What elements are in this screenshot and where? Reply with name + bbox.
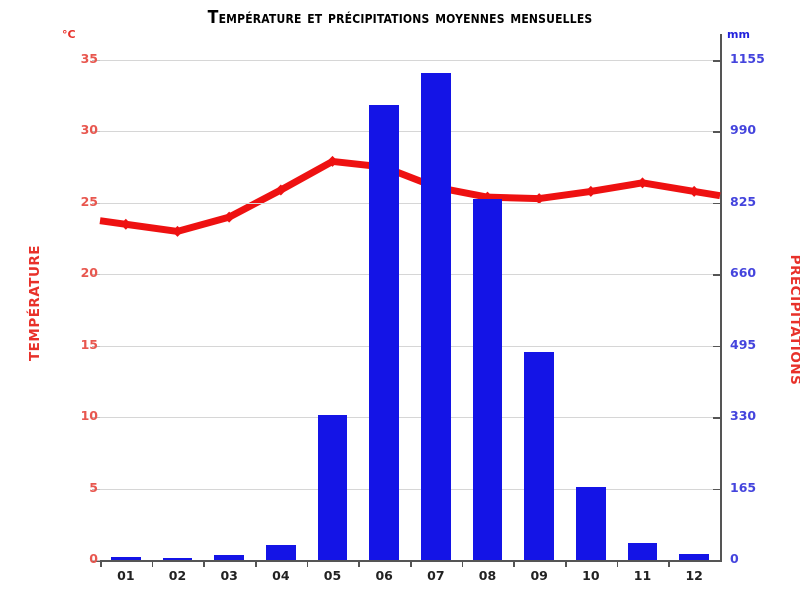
right-axis-tick: [713, 488, 722, 491]
right-axis-tick: [713, 560, 722, 562]
x-axis-label: 06: [375, 568, 393, 583]
x-axis-label: 09: [530, 568, 548, 583]
left-axis-title: TEMPÉRATURE: [27, 244, 43, 362]
temperature-point[interactable]: 04: 25.9 °C: [275, 184, 287, 196]
x-axis-label: 02: [168, 568, 187, 583]
gridline: [100, 488, 720, 490]
precipitation-bar[interactable]: [317, 414, 348, 560]
precipitation-bar[interactable]: [265, 544, 296, 560]
gridline: [100, 345, 720, 347]
x-axis-tick: [151, 560, 154, 567]
x-axis-label: 08: [478, 568, 497, 583]
temperature-line: [99, 157, 721, 235]
left-axis-tick: [92, 60, 100, 61]
x-axis-label: 10: [582, 568, 600, 583]
temperature-line-layer: 01: 23.5 °C 02: 23 °C 03: 24 °C 04: 25.9 °C…: [99, 155, 721, 237]
x-axis-tick: [306, 560, 309, 567]
left-axis-tick: [92, 131, 100, 133]
right-axis-tick: [713, 202, 722, 205]
precipitation-bar[interactable]: [162, 558, 193, 560]
precipitation-bar[interactable]: [420, 72, 451, 560]
left-axis-label: 20: [80, 265, 98, 281]
left-axis-label: 30: [80, 122, 98, 138]
precipitation-bar[interactable]: [575, 487, 606, 560]
gridline: [100, 202, 720, 204]
left-axis-tick: [92, 417, 100, 419]
x-axis-label: 12: [685, 568, 703, 583]
right-axis-label: 0: [730, 551, 739, 566]
left-axis-label: 0: [89, 551, 98, 566]
temperature-point[interactable]: 12: 25.8 °C: [688, 185, 700, 197]
x-axis-label: 07: [427, 568, 445, 583]
left-axis-label: 10: [80, 408, 98, 424]
left-axis-tick: [92, 345, 100, 347]
precipitation-bar[interactable]: [110, 556, 141, 560]
left-axis-tick: [92, 202, 100, 204]
plot-area: 01: 23.5 °C 02: 23 °C 03: 24 °C 04: 25.9 °C…: [81, 34, 765, 583]
x-axis-tick: [203, 560, 205, 567]
right-axis-tick: [713, 274, 722, 276]
right-axis-title: PRÉCIPITATIONS: [787, 254, 800, 386]
right-axis-label: 990: [730, 122, 757, 138]
left-axis-tick: [92, 560, 100, 561]
right-axis-label: 165: [730, 479, 757, 495]
right-axis-label: 660: [730, 265, 757, 281]
precipitation-bar[interactable]: [472, 199, 503, 560]
right-axis-unit: mm: [727, 28, 750, 41]
left-axis-label: 35: [80, 51, 98, 66]
right-axis-tick: [713, 60, 722, 62]
precipitation-bar[interactable]: [627, 542, 658, 560]
right-axis-line: [720, 34, 722, 561]
chart-title: Température et précipitations moyennes m…: [207, 8, 593, 28]
right-axis-label: 1155: [730, 51, 765, 66]
x-axis-label: 04: [272, 568, 290, 583]
right-axis-label: 495: [730, 336, 757, 352]
right-axis-label: 330: [730, 408, 757, 424]
left-axis-tick: [92, 488, 100, 490]
left-axis-label: 25: [80, 193, 98, 209]
right-axis-tick: [713, 417, 722, 419]
gridline: [100, 417, 720, 419]
x-axis-tick: [410, 560, 412, 567]
left-axis-line: [99, 60, 100, 560]
precipitation-bar[interactable]: [679, 554, 710, 560]
gridline: [100, 131, 720, 133]
x-axis-tick: [565, 560, 567, 567]
temperature-point[interactable]: 05: 27.9 °C: [327, 155, 338, 167]
right-axis-tick: [713, 131, 722, 133]
precipitation-bar[interactable]: [369, 105, 400, 560]
left-axis-label: 15: [80, 336, 98, 352]
x-axis-label: 11: [633, 568, 652, 583]
x-axis-label: 01: [117, 568, 135, 583]
x-axis-label: 05: [323, 568, 342, 583]
temperature-point[interactable]: 09: 25.3 °C: [533, 193, 545, 205]
temperature-point[interactable]: 10: 25.8 °C: [585, 185, 597, 197]
x-axis-tick: [513, 560, 515, 567]
temperature-point[interactable]: 03: 24 °C: [223, 211, 235, 223]
gridline: [100, 60, 720, 61]
x-axis-label: 03: [220, 568, 238, 583]
x-axis-tick: [255, 560, 257, 567]
left-axis-tick: [92, 274, 100, 276]
x-axis-tick: [668, 560, 670, 567]
temperature-point[interactable]: 11: 26.4 °C: [637, 177, 648, 189]
x-axis-tick: [358, 560, 360, 567]
right-axis-tick: [713, 345, 722, 348]
precipitation-bar[interactable]: [524, 351, 555, 560]
gridline: [100, 274, 720, 276]
x-axis-tick: [100, 560, 102, 567]
temperature-point[interactable]: 01: 23.5 °C: [120, 218, 132, 230]
x-axis-tick: [616, 560, 619, 567]
x-axis-tick: [461, 560, 464, 567]
x-axis-line: [92, 560, 722, 562]
precipitation-bar[interactable]: [214, 555, 245, 560]
left-axis-unit: °C: [62, 28, 76, 41]
right-axis-label: 825: [730, 193, 757, 209]
left-axis-label: 5: [89, 479, 98, 495]
temperature-point[interactable]: 02: 23 °C: [172, 225, 183, 237]
